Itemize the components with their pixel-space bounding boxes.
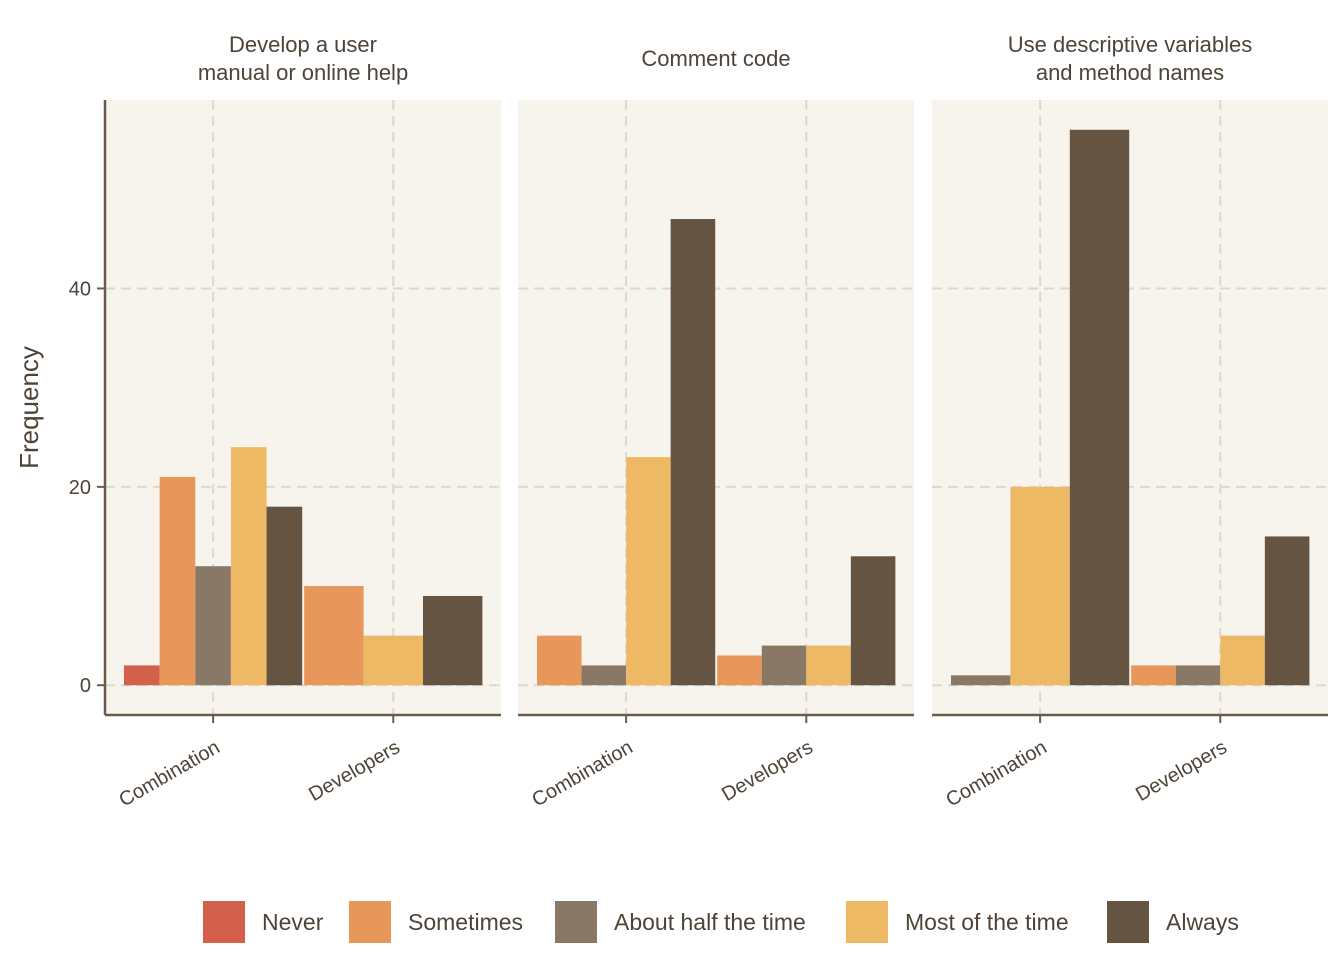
legend-swatch-never bbox=[203, 901, 245, 943]
legend-label-about-half-the-time: About half the time bbox=[614, 909, 806, 935]
bar-combination-about-half-the-time bbox=[951, 675, 1011, 686]
bar-developers-always bbox=[1264, 536, 1310, 686]
y-tick-label-0: 0 bbox=[80, 675, 91, 697]
bar-combination-most-of-the-time bbox=[626, 457, 671, 686]
bar-combination-sometimes bbox=[537, 635, 582, 686]
bar-combination-about-half-the-time bbox=[195, 566, 231, 686]
bar-combination-about-half-the-time bbox=[581, 665, 627, 686]
bar-developers-sometimes bbox=[717, 655, 762, 686]
x-tick-label-combination: Combination bbox=[528, 736, 636, 811]
bar-developers-most-of-the-time bbox=[806, 645, 851, 686]
bar-developers-always bbox=[422, 595, 483, 686]
panel-background-3 bbox=[932, 100, 1328, 715]
bar-combination-always bbox=[670, 219, 716, 686]
legend-label-most-of-the-time: Most of the time bbox=[905, 909, 1069, 935]
y-tick-label-40: 40 bbox=[69, 278, 91, 300]
bar-developers-sometimes bbox=[1131, 665, 1176, 686]
bar-developers-most-of-the-time bbox=[1220, 635, 1265, 686]
legend-swatch-most-of-the-time bbox=[846, 901, 888, 943]
facet-title-1-line-2: manual or online help bbox=[198, 60, 408, 85]
x-tick-label-combination: Combination bbox=[942, 736, 1050, 811]
legend-swatch-always bbox=[1107, 901, 1149, 943]
facet-title-3-line-2: and method names bbox=[1036, 60, 1224, 85]
bar-developers-always bbox=[850, 556, 896, 686]
bar-developers-about-half-the-time bbox=[761, 645, 807, 686]
x-tick-label-developers: Developers bbox=[305, 736, 404, 806]
legend-label-sometimes: Sometimes bbox=[408, 909, 523, 935]
bar-combination-sometimes bbox=[159, 476, 196, 686]
x-tick-label-combination: Combination bbox=[115, 736, 223, 811]
bar-combination-most-of-the-time bbox=[230, 447, 267, 686]
y-tick-label-20: 20 bbox=[69, 477, 91, 499]
legend-label-always: Always bbox=[1166, 909, 1239, 935]
facet-title-1-line-1: Develop a user bbox=[229, 32, 377, 57]
x-tick-label-developers: Developers bbox=[718, 736, 817, 806]
bar-developers-sometimes bbox=[304, 586, 364, 686]
bar-developers-about-half-the-time bbox=[1175, 665, 1221, 686]
legend-swatch-about-half-the-time bbox=[555, 901, 597, 943]
facet-title-2-line-1: Comment code bbox=[641, 46, 790, 71]
panel-background-2 bbox=[518, 100, 914, 715]
legend-label-never: Never bbox=[262, 909, 324, 935]
bar-combination-never bbox=[124, 665, 160, 686]
x-tick-label-developers: Developers bbox=[1132, 736, 1231, 806]
legend-swatch-sometimes bbox=[349, 901, 391, 943]
y-axis-title: Frequency bbox=[14, 346, 44, 469]
bar-combination-always bbox=[1069, 129, 1130, 686]
bar-combination-always bbox=[266, 506, 303, 686]
bar-developers-most-of-the-time bbox=[363, 635, 423, 686]
bar-combination-most-of-the-time bbox=[1010, 486, 1070, 686]
facet-title-3-line-1: Use descriptive variables bbox=[1008, 32, 1253, 57]
